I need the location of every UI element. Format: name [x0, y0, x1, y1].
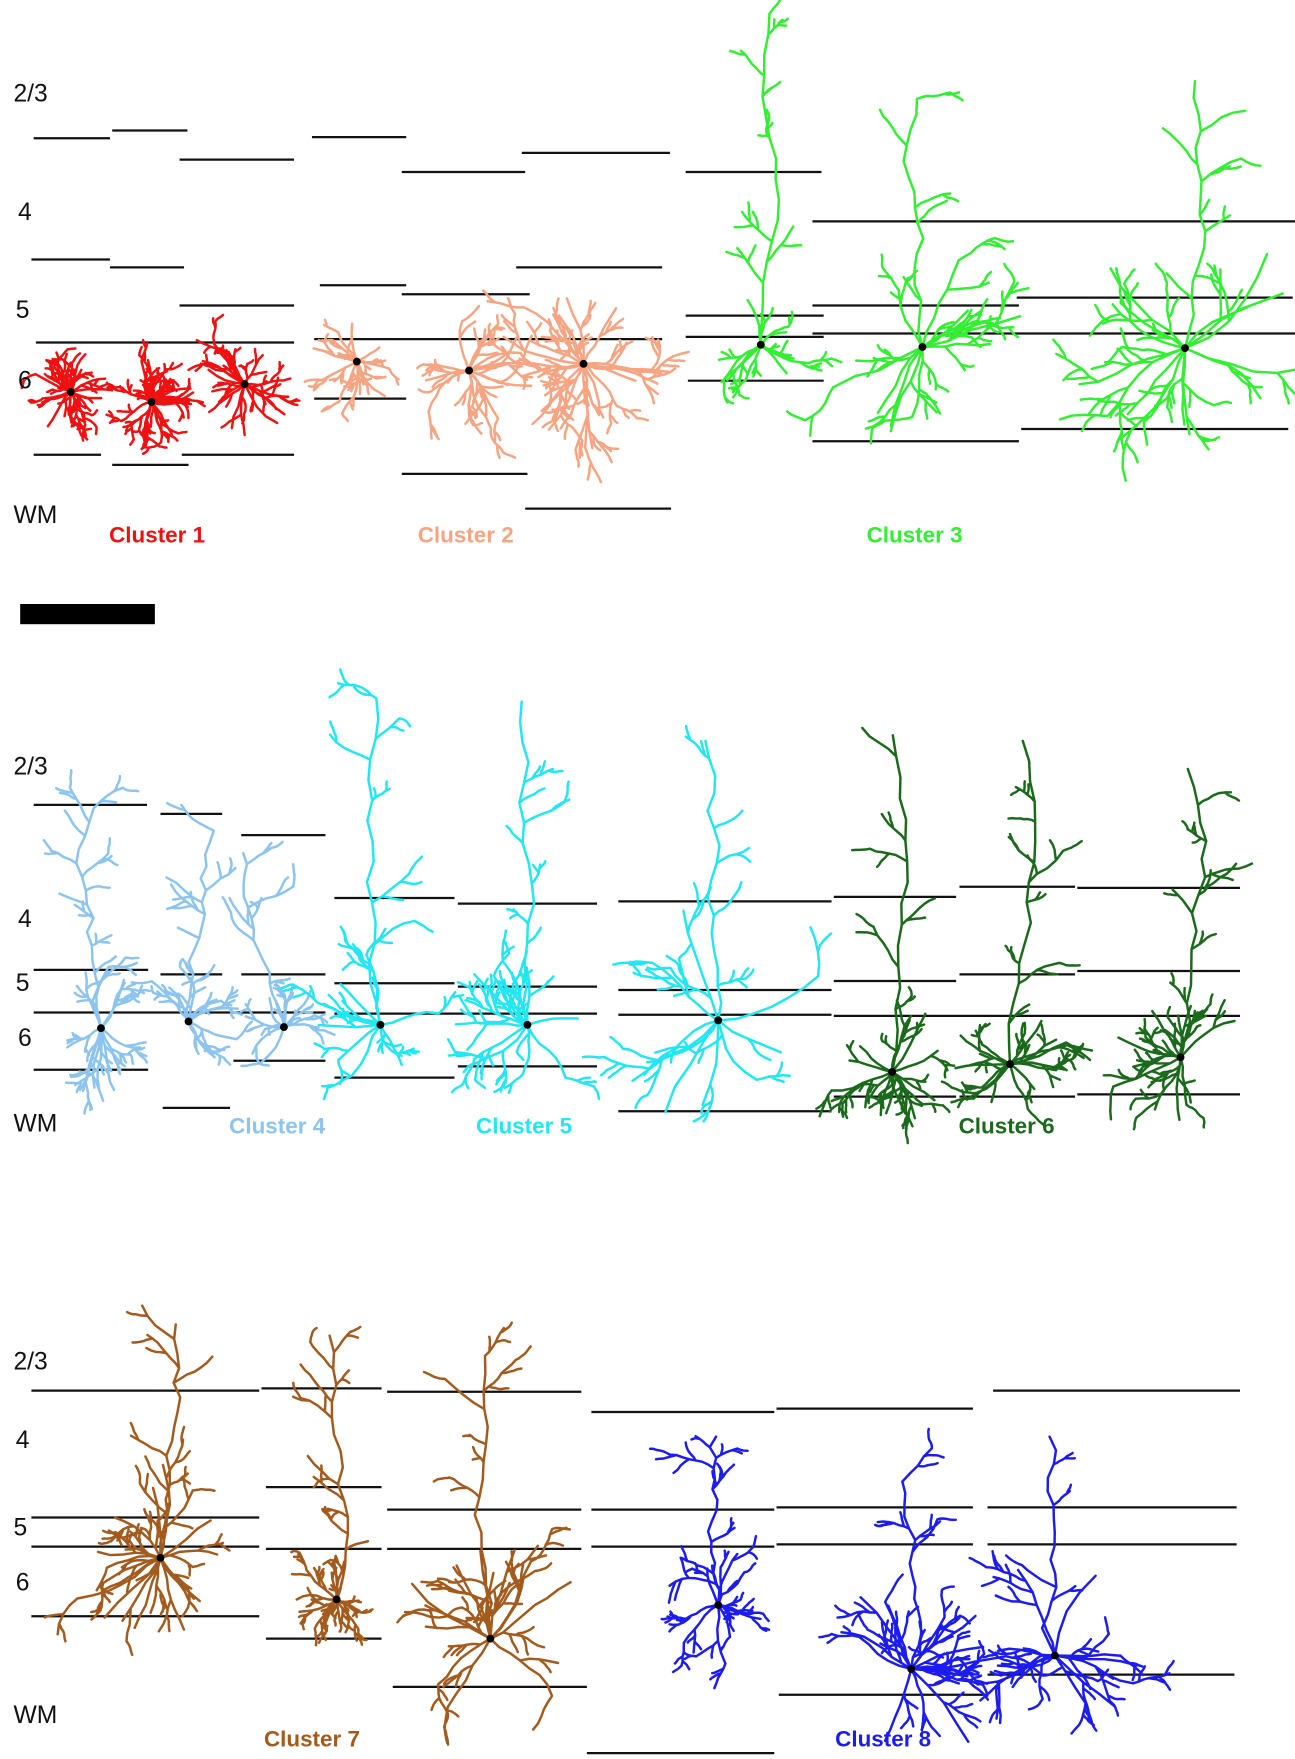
layer-label: WM [13, 502, 57, 529]
neuron-soma [97, 1024, 105, 1032]
neuron-soma [1051, 1652, 1059, 1660]
layer-label: 5 [16, 970, 30, 997]
layer-label: 4 [18, 906, 32, 933]
neuron-soma [888, 1068, 896, 1076]
layer-label: 6 [18, 368, 32, 395]
neuron-dendrites [719, 0, 841, 403]
layer-label: WM [13, 1110, 57, 1137]
neuron-soma [1177, 1053, 1185, 1061]
cluster-label: Cluster 1 [109, 522, 205, 547]
layer-label: 5 [16, 297, 30, 324]
neuron-dendrites [44, 770, 150, 1113]
layer-label: 2/3 [13, 80, 47, 107]
layer-label: 2/3 [13, 754, 47, 781]
neuron-dendrites [1104, 769, 1252, 1129]
neuron-soma [580, 360, 588, 368]
neuron-soma [280, 1023, 288, 1031]
neuron-soma [376, 1021, 384, 1029]
neuron-soma [333, 1595, 341, 1603]
neuron-dendrites [281, 669, 463, 1099]
neuron-dendrites [942, 741, 1092, 1125]
neuron-dendrites [448, 702, 599, 1099]
neuron-soma [523, 1021, 531, 1029]
neuron-dendrites [417, 306, 562, 458]
neuron-soma [1006, 1060, 1014, 1068]
cluster-label: Cluster 5 [476, 1114, 572, 1139]
neuron-soma [714, 1016, 722, 1024]
neuron-dendrites [107, 340, 205, 454]
neuron-soma [353, 358, 361, 366]
neuron-soma [148, 398, 156, 406]
neuron-soma [1181, 344, 1189, 352]
layer-label: WM [13, 1702, 57, 1729]
cluster-label: Cluster 8 [835, 1726, 931, 1751]
neuron-soma [907, 1665, 915, 1673]
neuron-dendrites [189, 315, 300, 435]
neuron-dendrites [650, 1436, 769, 1688]
layer-label: 6 [18, 1025, 32, 1052]
scale-bar [20, 604, 155, 624]
neuron-dendrites [45, 1306, 230, 1655]
neuron-dendrites [483, 291, 689, 483]
cluster-label: Cluster 3 [867, 522, 963, 547]
neuron-dendrites [305, 320, 399, 421]
cluster-label: Cluster 7 [264, 1726, 360, 1751]
neuron-dendrites [397, 1323, 570, 1745]
layer-label: 2/3 [13, 1348, 47, 1375]
layer-label: 4 [16, 1427, 30, 1454]
neuron-soma [757, 341, 765, 349]
layer-label: 6 [16, 1569, 30, 1596]
neuron-dendrites [787, 92, 1028, 443]
neuron-dendrites [816, 728, 954, 1143]
cluster-label: Cluster 2 [418, 522, 514, 547]
neuron-soma [241, 380, 249, 388]
neuron-dendrites [1053, 81, 1295, 481]
neuron-soma [714, 1601, 722, 1609]
neuron-dendrites [223, 842, 335, 1066]
neuron-dendrites [132, 803, 252, 1064]
neuron-soma [465, 367, 473, 375]
neuron-soma [486, 1635, 494, 1643]
neuron-soma [185, 1018, 193, 1026]
neuron-soma [157, 1554, 165, 1562]
cluster-label: Cluster 4 [229, 1114, 326, 1139]
neuron-dendrites [583, 726, 831, 1121]
neurons [22, 0, 1295, 1745]
neuron-dendrites [22, 348, 113, 440]
layer-label: 5 [13, 1514, 27, 1541]
neuron-dendrites [970, 1437, 1174, 1734]
cluster-label: Cluster 6 [959, 1114, 1055, 1139]
neuron-soma [67, 388, 75, 396]
neuron-soma [919, 343, 927, 351]
figure: 2/3 4 5 6 WM Cluster 1 Cluster 2 Cluster 3 2/3 4 5… [0, 0, 1295, 1759]
layer-label: 4 [18, 199, 32, 226]
